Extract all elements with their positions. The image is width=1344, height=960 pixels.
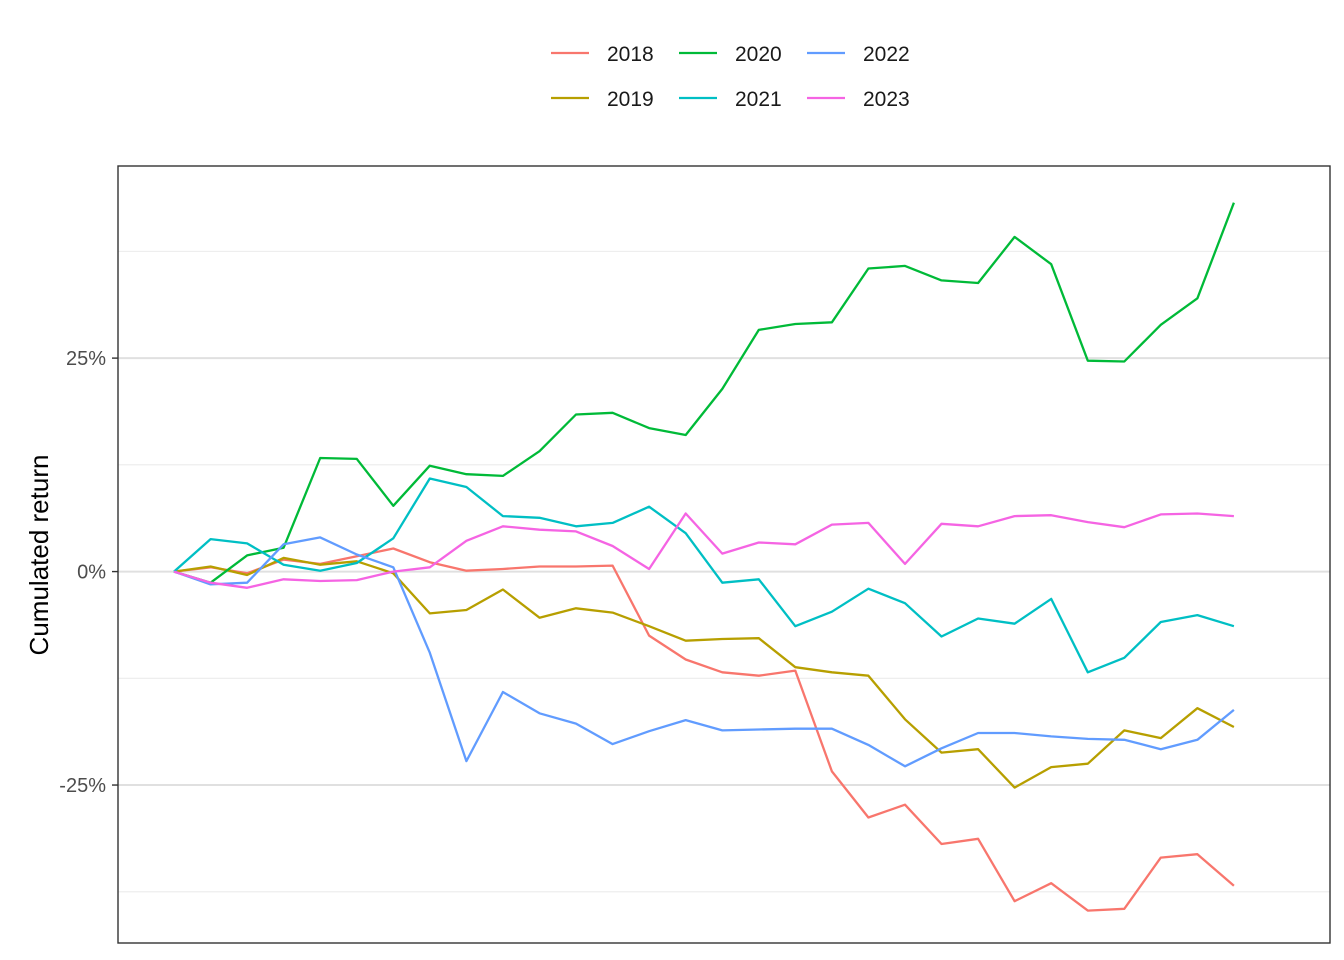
y-tick-label: 0% — [77, 562, 106, 584]
y-axis: -25% 0% 25% — [59, 348, 118, 797]
series-line-2021 — [173, 477, 1235, 674]
gridlines — [118, 250, 1330, 893]
series-line-2022 — [173, 536, 1235, 768]
series-lines — [173, 202, 1235, 912]
legend-label-2022: 2022 — [863, 43, 910, 66]
legend-label-2019: 2019 — [607, 88, 654, 111]
series-line-2020 — [173, 202, 1235, 584]
panel-border — [117, 165, 1331, 944]
legend: 2018 2019 2020 2021 2022 2023 — [551, 43, 910, 111]
y-tick-label: 25% — [66, 348, 106, 370]
y-tick-label: -25% — [59, 775, 106, 797]
legend-label-2018: 2018 — [607, 43, 654, 66]
legend-label-2023: 2023 — [863, 88, 910, 111]
series-line-2018 — [173, 547, 1235, 912]
legend-label-2021: 2021 — [735, 88, 782, 111]
series-line-2023 — [173, 512, 1234, 589]
y-axis-title: Cumulated return — [24, 455, 54, 656]
series-line-2019 — [173, 556, 1235, 789]
legend-label-2020: 2020 — [735, 43, 782, 66]
